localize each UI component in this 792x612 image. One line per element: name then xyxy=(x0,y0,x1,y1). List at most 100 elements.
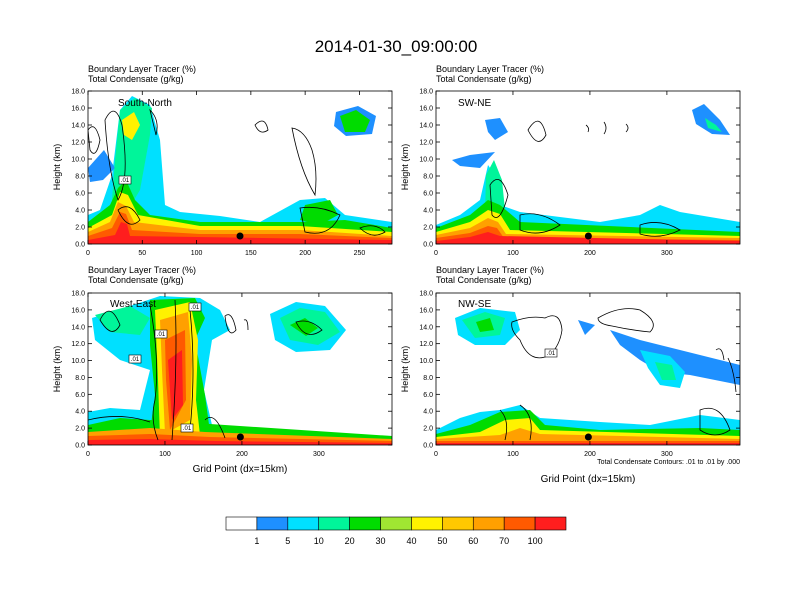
y-tick-label: 12.0 xyxy=(419,140,433,147)
contour-label-nw-se: .01 xyxy=(544,348,558,358)
y-tick-label: 14.0 xyxy=(71,123,85,130)
y-tick-label: 6.0 xyxy=(423,191,433,198)
x-tick-label: 300 xyxy=(661,250,673,257)
panel-header-line1-west-east: Boundary Layer Tracer (%) xyxy=(88,265,196,275)
x-tick-label: 300 xyxy=(313,451,325,458)
y-tick-label: 4.0 xyxy=(75,409,85,416)
legend-swatch xyxy=(411,516,443,531)
panel-header-line2-sw-ne: Total Condensate (g/kg) xyxy=(436,74,532,84)
x-tick-label: 250 xyxy=(354,250,366,257)
field-south-north xyxy=(88,96,392,244)
x-tick-label: 150 xyxy=(245,250,257,257)
y-tick-label: 18.0 xyxy=(419,89,433,96)
panel-label-south-north: South-North xyxy=(118,98,172,109)
x-axis-label-nw-se: Grid Point (dx=15km) xyxy=(541,474,636,485)
x-tick-label: 200 xyxy=(299,250,311,257)
panel-header-line1-sw-ne: Boundary Layer Tracer (%) xyxy=(436,64,544,74)
y-tick-label: 10.0 xyxy=(71,157,85,164)
panel-nw-se: .01 NW-SE Boundary Layer Tracer (%) Tota… xyxy=(400,265,741,485)
panel-header-line2-west-east: Total Condensate (g/kg) xyxy=(88,275,184,285)
legend-swatch xyxy=(380,516,412,531)
y-tick-label: 18.0 xyxy=(71,291,85,298)
legend-label: 5 xyxy=(285,536,290,546)
x-tick-label: 300 xyxy=(661,451,673,458)
field-west-east xyxy=(88,296,392,445)
y-ticks-south-north: 0.0 2.0 4.0 6.0 8.0 10.0 12.0 14.0 16.0 18.0 xyxy=(71,89,392,249)
x-ticks-sw-ne: 0 100 200 300 xyxy=(434,91,673,257)
y-tick-label: 6.0 xyxy=(75,191,85,198)
y-tick-label: 6.0 xyxy=(423,392,433,399)
x-tick-label: 100 xyxy=(191,250,203,257)
legend-swatch xyxy=(534,516,567,531)
svg-text:.01: .01 xyxy=(121,178,130,184)
y-tick-label: 14.0 xyxy=(71,324,85,331)
x-axis-label-west-east: Grid Point (dx=15km) xyxy=(193,464,288,475)
panel-label-sw-ne: SW-NE xyxy=(458,98,491,109)
y-tick-label: 0.0 xyxy=(423,242,433,249)
panel-header-line2-south-north: Total Condensate (g/kg) xyxy=(88,74,184,84)
y-tick-label: 2.0 xyxy=(423,225,433,232)
y-tick-label: 18.0 xyxy=(71,89,85,96)
legend-swatch xyxy=(318,516,350,531)
y-tick-label: 6.0 xyxy=(75,392,85,399)
panel-header-line2-nw-se: Total Condensate (g/kg) xyxy=(436,275,532,285)
y-ticks-nw-se: 0.0 2.0 4.0 6.0 8.0 10.0 12.0 14.0 16.0 18.0 xyxy=(419,291,740,450)
legend-swatch xyxy=(472,516,505,531)
y-axis-label-sw-ne: Height (km) xyxy=(400,144,410,191)
x-tick-label: 0 xyxy=(86,250,90,257)
location-marker-south-north xyxy=(236,232,244,240)
y-axis-label-west-east: Height (km) xyxy=(52,346,62,393)
y-tick-label: 16.0 xyxy=(71,106,85,113)
y-ticks-west-east: 0.0 2.0 4.0 6.0 8.0 10.0 12.0 14.0 16.0 18.0 xyxy=(71,291,392,450)
legend-label: 1 xyxy=(254,536,259,546)
x-tick-label: 200 xyxy=(584,250,596,257)
panel-header-line1-nw-se: Boundary Layer Tracer (%) xyxy=(436,265,544,275)
y-tick-label: 4.0 xyxy=(423,409,433,416)
y-tick-label: 16.0 xyxy=(419,106,433,113)
y-tick-label: 12.0 xyxy=(419,341,433,348)
legend-label: 10 xyxy=(314,536,324,546)
svg-text:.01: .01 xyxy=(183,426,192,432)
y-tick-label: 10.0 xyxy=(419,157,433,164)
x-ticks-west-east: 0 100 200 300 xyxy=(86,293,325,458)
legend-label: 40 xyxy=(406,536,416,546)
panel-sw-ne: SW-NE Boundary Layer Tracer (%) Total Co… xyxy=(400,64,741,257)
x-tick-label: 200 xyxy=(584,451,596,458)
legend-swatch xyxy=(256,516,289,531)
x-ticks-south-north: 0 50 100 150 200 250 xyxy=(86,91,365,257)
y-tick-label: 8.0 xyxy=(75,375,85,382)
contour-note: Total Condensate Contours: .01 to .01 by… xyxy=(597,459,740,466)
field-sw-ne xyxy=(436,104,740,244)
legend-label: 20 xyxy=(345,536,355,546)
y-tick-label: 2.0 xyxy=(75,426,85,433)
field-nw-se xyxy=(436,308,740,445)
legend-swatch xyxy=(442,516,474,531)
y-tick-label: 4.0 xyxy=(423,208,433,215)
x-tick-label: 100 xyxy=(159,451,171,458)
y-tick-label: 8.0 xyxy=(75,174,85,181)
y-tick-label: 2.0 xyxy=(75,225,85,232)
legend-swatch xyxy=(349,516,381,531)
figure-title: 2014-01-30_09:00:00 xyxy=(315,37,478,56)
y-tick-label: 16.0 xyxy=(419,307,433,314)
legend-swatch xyxy=(287,516,320,531)
y-axis-label-south-north: Height (km) xyxy=(52,144,62,191)
panel-label-nw-se: NW-SE xyxy=(458,299,491,310)
legend-swatch xyxy=(225,516,258,531)
legend-label: 70 xyxy=(499,536,509,546)
y-tick-label: 0.0 xyxy=(423,443,433,450)
y-tick-label: 0.0 xyxy=(75,242,85,249)
legend-label: 100 xyxy=(528,536,543,546)
panel-south-north: .01 South-North Boundary Layer Tracer (%… xyxy=(52,64,393,257)
y-tick-label: 0.0 xyxy=(75,443,85,450)
legend-label: 30 xyxy=(376,536,386,546)
y-tick-label: 16.0 xyxy=(71,307,85,314)
y-tick-label: 12.0 xyxy=(71,341,85,348)
x-tick-label: 0 xyxy=(434,451,438,458)
location-marker-west-east xyxy=(236,433,244,441)
contour-label-south-north: .01 xyxy=(118,175,132,185)
y-tick-label: 8.0 xyxy=(423,375,433,382)
svg-text:.01: .01 xyxy=(131,357,140,363)
panel-west-east: .01 .01 .01 .01 West-East Boundary Layer… xyxy=(52,265,393,475)
contour-labels-west-east: .01 .01 .01 .01 xyxy=(128,302,202,433)
